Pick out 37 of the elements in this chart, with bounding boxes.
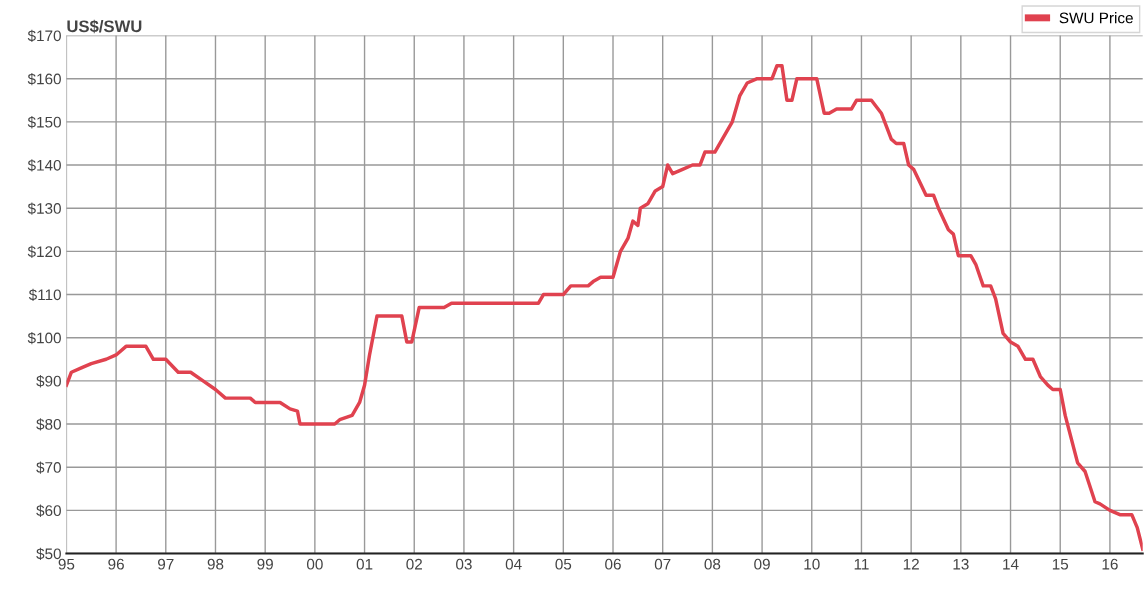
y-tick-label: $120	[27, 245, 61, 258]
y-tick-label: $60	[36, 504, 61, 517]
y-tick-label: $70	[36, 461, 61, 474]
x-tick-label: 96	[108, 558, 124, 570]
y-tick-label: $110	[28, 288, 61, 302]
x-tick-label: 02	[406, 558, 422, 570]
y-tick-label: $140	[27, 159, 61, 172]
y-tick-label: $50	[36, 547, 61, 561]
x-tick-label: 97	[158, 558, 174, 570]
x-tick-label: 95	[58, 558, 75, 570]
x-tick-label: 03	[456, 558, 472, 570]
x-tick-label: 06	[605, 558, 621, 570]
x-tick-label: 08	[704, 558, 721, 570]
x-tick-label: 05	[555, 558, 572, 570]
x-tick-label: 13	[953, 558, 969, 570]
x-tick-label: 10	[804, 558, 820, 570]
x-tick-label: 07	[654, 558, 671, 570]
y-axis-title: US$/SWU	[67, 19, 142, 34]
y-tick-label: $150	[27, 116, 61, 129]
y-tick-label: $170	[27, 29, 61, 43]
y-tick-label: $80	[36, 418, 61, 431]
y-tick-label: $160	[27, 72, 61, 86]
x-tick-label: 15	[1052, 558, 1069, 570]
x-tick-label: 01	[356, 558, 373, 570]
x-tick-label: 12	[903, 558, 919, 570]
x-tick-label: 98	[207, 558, 224, 570]
y-tick-label: $90	[36, 375, 61, 388]
y-tick-label: $130	[27, 202, 61, 215]
x-tick-label: 11	[854, 558, 869, 570]
x-tick-label: 99	[257, 558, 273, 570]
x-tick-label: 14	[1003, 558, 1019, 570]
x-tick-label: 16	[1102, 558, 1118, 570]
x-tick-label: 09	[754, 558, 770, 570]
legend-label: SWU Price	[1059, 12, 1133, 24]
y-tick-label: $100	[27, 331, 61, 345]
x-tick-label: 00	[306, 558, 323, 570]
x-tick-label: 04	[505, 558, 522, 570]
